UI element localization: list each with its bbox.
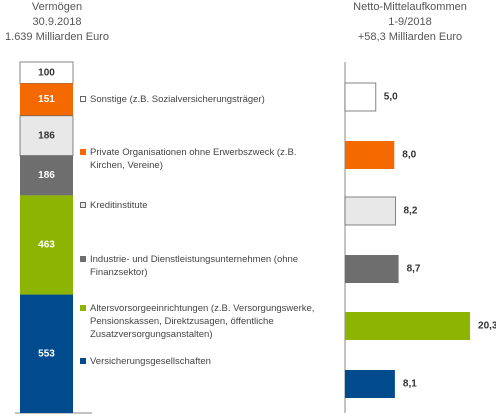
bar [345, 141, 395, 169]
value-label: 20,3 [478, 321, 496, 332]
legend-marker [80, 149, 86, 155]
bar [344, 82, 377, 112]
bar-segment [20, 83, 73, 116]
value-label: 186 [38, 130, 55, 141]
title-line: 30.9.2018 [32, 16, 82, 28]
title-line: Netto-Mittelaufkommen [353, 1, 467, 13]
value-label: 8,2 [404, 206, 418, 217]
title-line: +58,3 Milliarden Euro [357, 31, 463, 43]
legend-marker [80, 96, 86, 102]
legend-marker [80, 202, 86, 208]
bar [345, 312, 471, 340]
value-label: 5,0 [384, 92, 398, 103]
value-label: 8,0 [402, 150, 416, 161]
bar-segment [20, 155, 73, 196]
legend-marker [80, 305, 86, 311]
right-title: Netto-Mittelaufkommen 1-9/2018 +58,3 Mil… [310, 0, 496, 45]
legend-item: Kreditinstitute [80, 199, 330, 212]
legend-marker [80, 256, 86, 262]
title-line: 1.639 Milliarden Euro [5, 31, 109, 43]
legend-item: Sonstige (z.B. Sozialversicherungsträger… [80, 93, 330, 106]
legend-text: Sonstige (z.B. Sozialversicherungsträger… [90, 94, 265, 105]
value-label: 8,1 [403, 379, 417, 390]
bar-segment [20, 195, 73, 295]
legend-text: Altersvorsorgeeinrichtungen (z.B. Versor… [90, 303, 315, 340]
legend-item: Private Organisationen ohne Erwerbszweck… [80, 146, 330, 172]
legend-text: Kreditinstitute [90, 200, 148, 211]
bar-segment [20, 294, 73, 413]
left-title: Vermögen 30.9.2018 1.639 Milliarden Euro [0, 0, 157, 45]
bar [345, 370, 395, 398]
legend-item: Industrie- und Dienstleistungsunternehme… [80, 253, 330, 279]
value-label: 151 [38, 94, 55, 105]
title-line: 1-9/2018 [388, 16, 432, 28]
value-label: 8,7 [407, 264, 421, 275]
legend-item: Altersvorsorgeeinrichtungen (z.B. Versor… [80, 302, 330, 341]
legend-item: Versicherungsgesellschaften [80, 355, 330, 368]
value-label: 553 [38, 348, 55, 359]
value-label: 186 [38, 170, 55, 181]
legend-text: Industrie- und Dienstleistungsunternehme… [90, 254, 299, 278]
legend-marker [80, 358, 86, 364]
value-label: 100 [38, 67, 55, 78]
bar [345, 255, 399, 283]
legend-text: Private Organisationen ohne Erwerbszweck… [90, 147, 297, 171]
value-label: 463 [38, 240, 55, 251]
title-line: Vermögen [31, 1, 83, 13]
bar [344, 196, 396, 226]
legend-text: Versicherungsgesellschaften [90, 356, 211, 367]
